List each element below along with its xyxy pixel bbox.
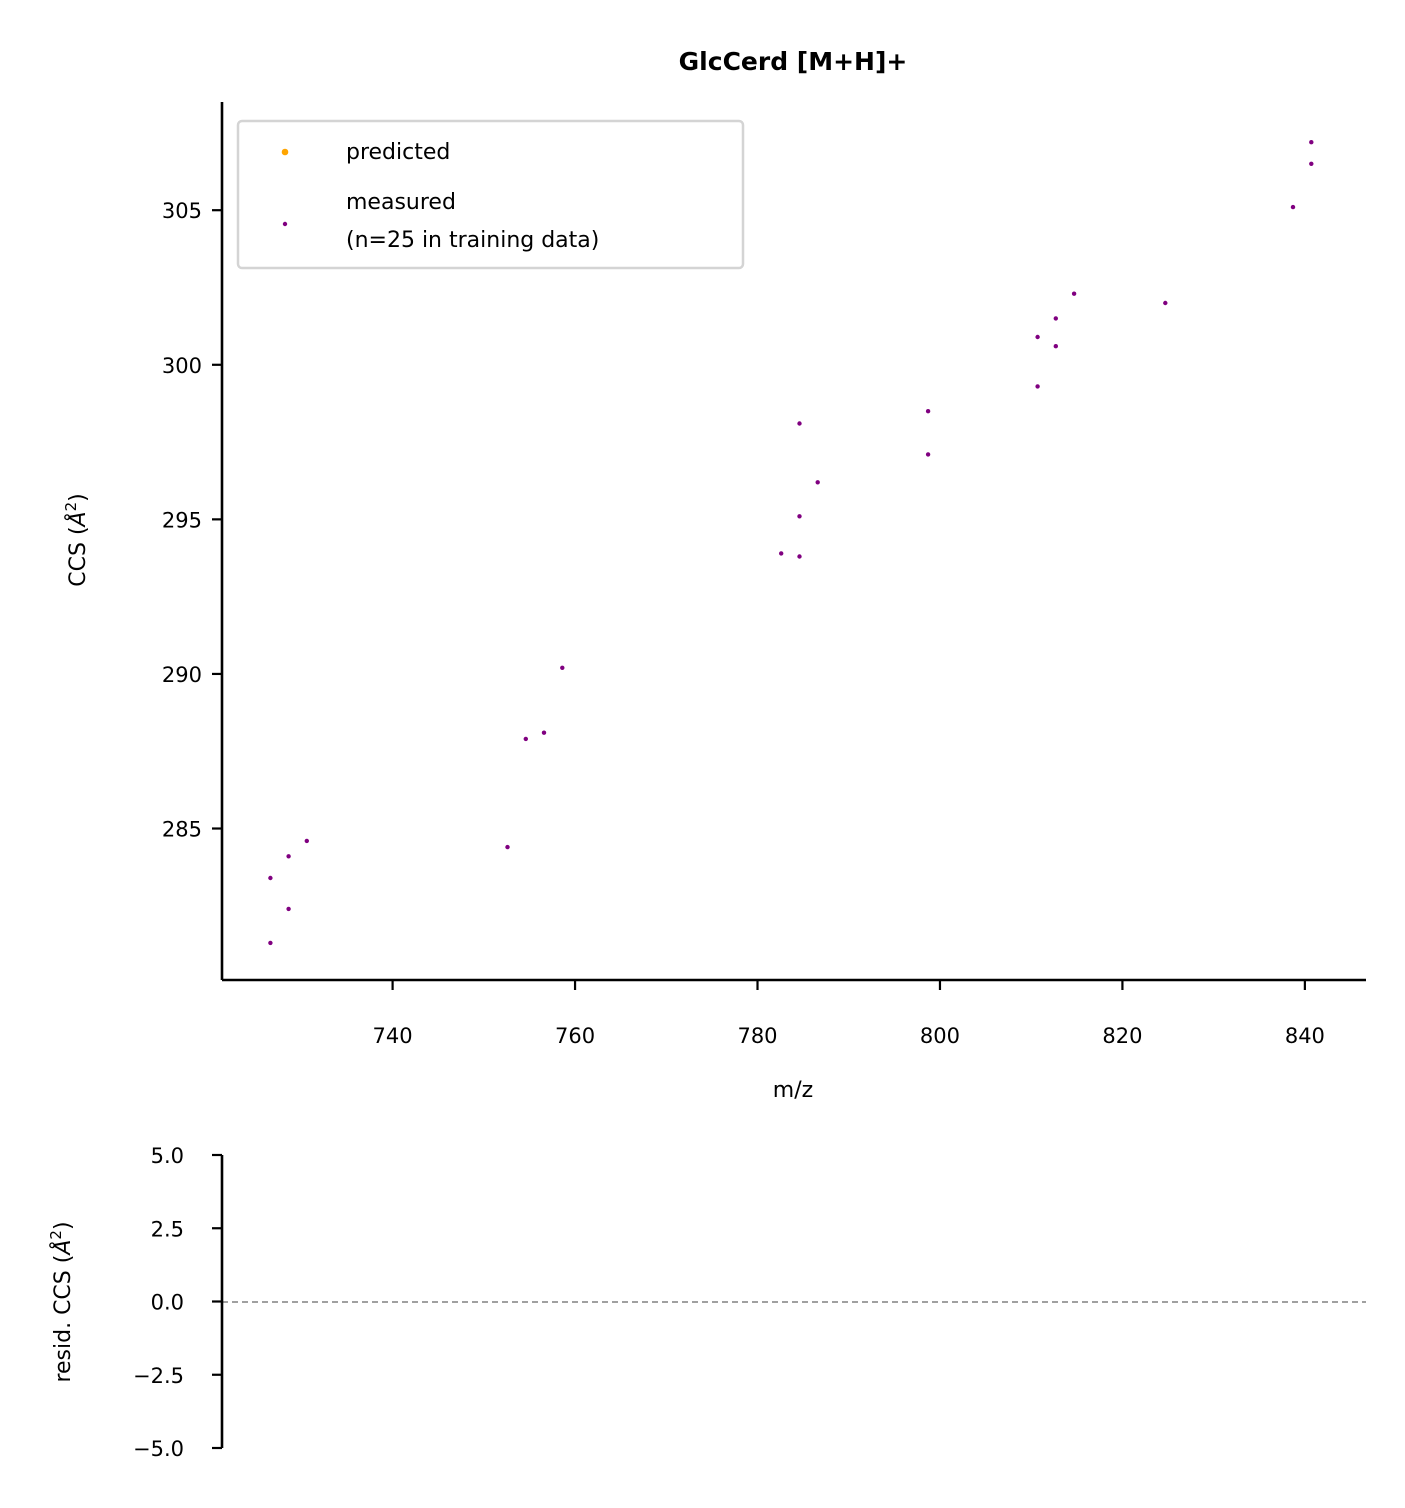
x-tick-label-740: 740 bbox=[373, 1024, 413, 1048]
measured-points bbox=[268, 140, 1314, 946]
y-axis-label-text: CCS ( bbox=[66, 526, 91, 586]
residual-y-tick-label-3: −2.5 bbox=[133, 1364, 184, 1388]
main-y-ticks: 285 290 295 300 305 bbox=[162, 199, 222, 842]
legend-marker-predicted bbox=[281, 148, 289, 156]
measured-point-21 bbox=[1071, 291, 1077, 296]
measured-point-8 bbox=[541, 730, 547, 735]
x-tick-label-820: 820 bbox=[1102, 1024, 1142, 1048]
y-tick-label-305: 305 bbox=[162, 199, 202, 223]
measured-point-23 bbox=[1290, 204, 1296, 210]
main-x-ticks: 740 760 780 800 820 840 bbox=[373, 980, 1325, 1048]
x-tick-label-800: 800 bbox=[920, 1024, 960, 1048]
measured-point-17 bbox=[1035, 384, 1040, 389]
legend-label-predicted: predicted bbox=[346, 140, 450, 165]
y-tick-label-300: 300 bbox=[162, 354, 202, 378]
measured-point-16 bbox=[925, 409, 931, 414]
y-axis-label-unit: Å bbox=[64, 511, 91, 528]
measured-point-4 bbox=[286, 906, 291, 912]
measured-point-22 bbox=[1163, 300, 1168, 306]
measured-point-7 bbox=[523, 736, 528, 742]
measured-point-1 bbox=[268, 875, 273, 881]
measured-point-6 bbox=[505, 844, 510, 850]
main-chart: GlcCerd [M+H]+ 740 760 780 800 820 840 285 290… bbox=[62, 47, 1366, 1103]
measured-point-15 bbox=[925, 452, 931, 457]
residual-chart: 5.0 2.5 0.0 −2.5 −5.0 resid. CCS (Å2) bbox=[47, 1144, 1366, 1461]
measured-point-25 bbox=[1309, 140, 1314, 145]
measured-point-11 bbox=[797, 554, 802, 559]
x-axis-label: m/z bbox=[773, 1078, 813, 1103]
residual-y-axis-label-unit: Å bbox=[49, 1240, 76, 1257]
x-tick-label-760: 760 bbox=[555, 1024, 595, 1048]
legend-marker-measured bbox=[282, 221, 288, 227]
measured-point-5 bbox=[304, 838, 309, 844]
measured-point-18 bbox=[1035, 334, 1040, 340]
y-tick-label-290: 290 bbox=[162, 663, 202, 687]
legend: predicted measured (n=25 in training dat… bbox=[236, 119, 745, 270]
legend-label-measured-count: (n=25 in training data) bbox=[346, 228, 599, 253]
residual-y-axis-label: resid. CCS (Å2) bbox=[47, 1221, 76, 1382]
residual-y-tick-label-1: 2.5 bbox=[151, 1217, 184, 1241]
measured-point-10 bbox=[779, 551, 784, 556]
residual-y-axis-label-close: ) bbox=[51, 1221, 76, 1230]
measured-point-19 bbox=[1053, 344, 1059, 349]
x-tick-label-780: 780 bbox=[737, 1024, 777, 1048]
residual-y-tick-label-2: 0.0 bbox=[151, 1291, 184, 1315]
measured-point-3 bbox=[286, 854, 291, 859]
y-tick-label-285: 285 bbox=[162, 818, 202, 842]
measured-point-2 bbox=[268, 940, 273, 946]
legend-label-measured: measured bbox=[346, 190, 456, 215]
measured-point-9 bbox=[560, 665, 565, 670]
y-tick-label-295: 295 bbox=[162, 508, 202, 532]
measured-point-13 bbox=[797, 421, 802, 426]
measured-point-24 bbox=[1309, 161, 1314, 166]
y-axis-label: CCS (Å2) bbox=[62, 493, 91, 586]
residual-y-tick-label-0: 5.0 bbox=[151, 1144, 184, 1168]
measured-point-20 bbox=[1053, 316, 1059, 321]
measured-point-12 bbox=[797, 514, 802, 519]
measured-point-14 bbox=[815, 480, 820, 485]
residual-y-ticks: 5.0 2.5 0.0 −2.5 −5.0 bbox=[133, 1144, 222, 1461]
residual-y-axis-label-text: resid. CCS ( bbox=[51, 1255, 76, 1383]
y-axis-label-superscript: 2 bbox=[62, 502, 80, 512]
legend-frame bbox=[236, 119, 745, 270]
residual-y-tick-label-4: −5.0 bbox=[133, 1437, 184, 1461]
residual-y-axis-label-superscript: 2 bbox=[47, 1230, 65, 1240]
x-tick-label-840: 840 bbox=[1285, 1024, 1325, 1048]
chart-title: GlcCerd [M+H]+ bbox=[679, 47, 908, 76]
y-axis-label-close: ) bbox=[66, 493, 91, 502]
